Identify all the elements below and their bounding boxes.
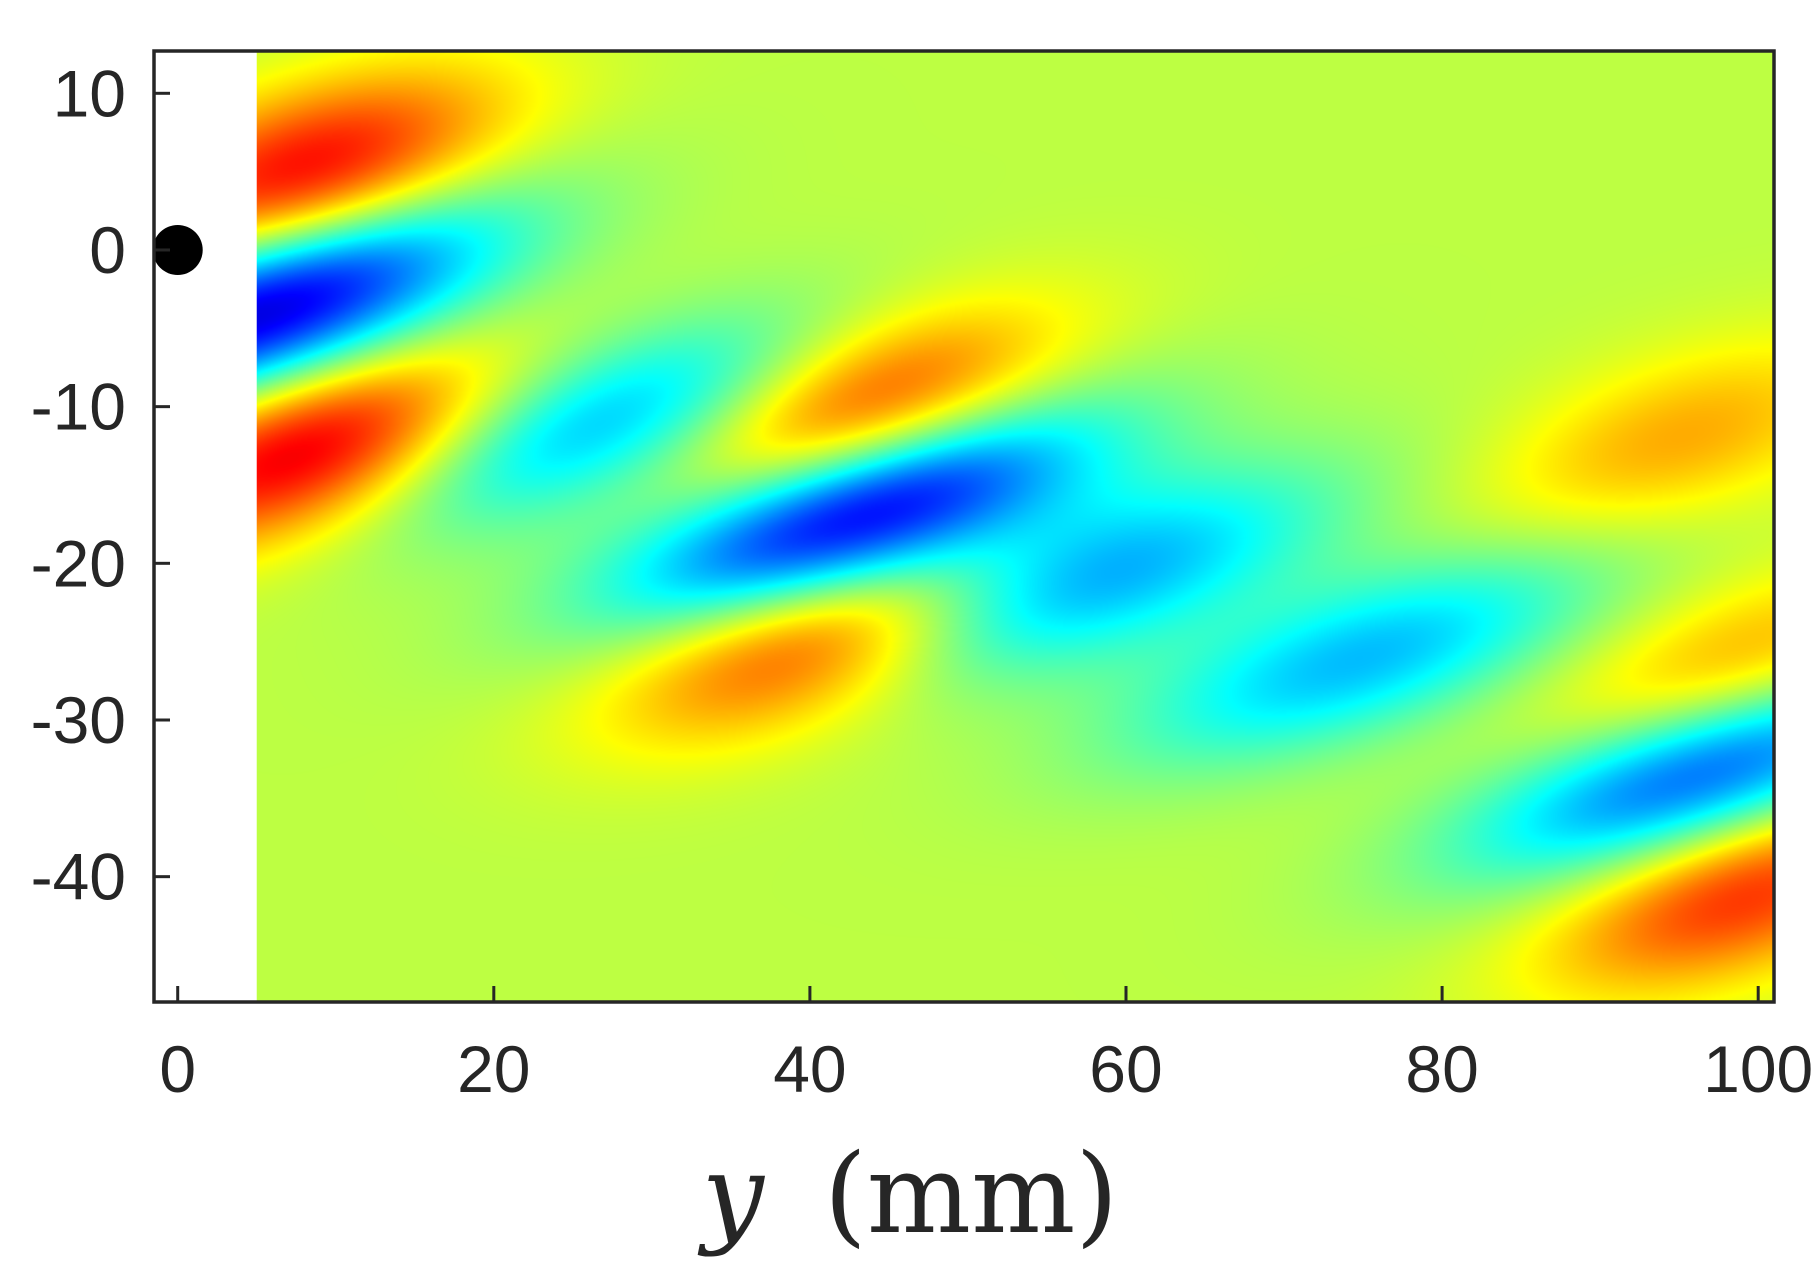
x-axis-label-unit: (mm) [824, 1130, 1118, 1258]
y-tick-label: -30 [31, 683, 126, 757]
origin-marker [152, 224, 203, 275]
heatmap-image [256, 51, 1774, 1002]
y-tick-label: -20 [31, 526, 126, 600]
y-tick-label: -40 [31, 840, 126, 914]
x-tick-label: 40 [773, 1032, 846, 1106]
y-tick-label: 10 [53, 56, 126, 130]
x-tick-label: 20 [457, 1032, 530, 1106]
x-axis-label-variable: y [697, 1130, 766, 1258]
plot-area [152, 49, 1776, 1004]
y-tick-label: 0 [89, 213, 126, 287]
y-axis-ticks: 10 0 -10 -20 -30 -40 [31, 56, 170, 914]
x-tick-label: 80 [1405, 1032, 1478, 1106]
x-axis-ticks: 0 20 40 60 80 100 [159, 986, 1813, 1106]
x-tick-label: 100 [1703, 1032, 1813, 1106]
x-tick-label: 60 [1089, 1032, 1162, 1106]
y-tick-label: -10 [31, 370, 126, 444]
x-axis-label: y (mm) [697, 1130, 1119, 1258]
x-tick-label: 0 [159, 1032, 196, 1106]
axes-frame [152, 49, 1776, 1004]
